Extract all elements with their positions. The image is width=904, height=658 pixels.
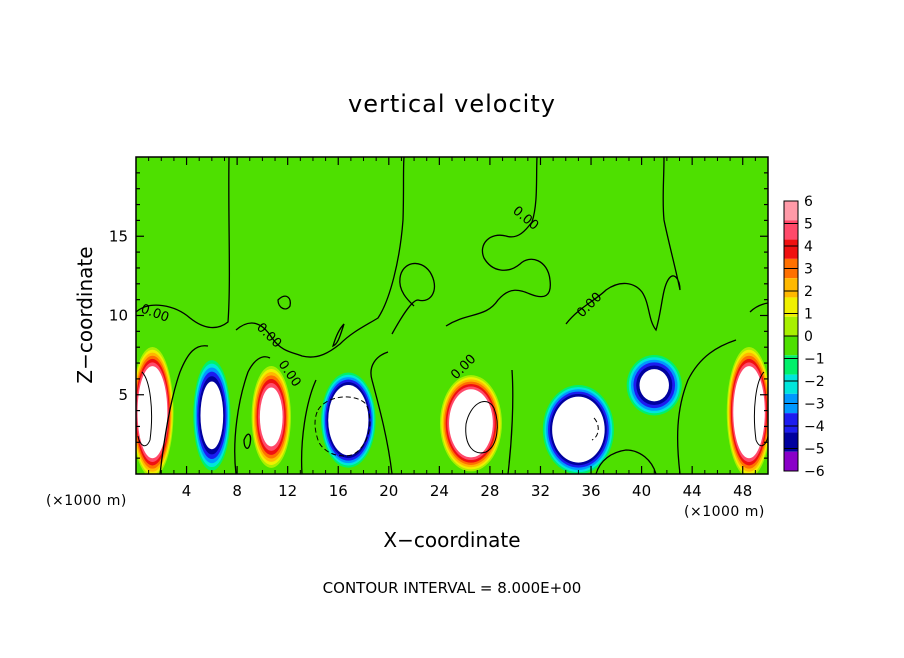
zero-contour-line [331, 323, 345, 348]
colorbar-swatch [784, 355, 798, 375]
zero-contour-line [370, 351, 393, 474]
y-tick-label: 15 [109, 227, 128, 245]
zero-contour-line [159, 345, 209, 474]
velocity-level [570, 420, 586, 440]
velocity-level [646, 377, 662, 394]
zero-contour-line [234, 356, 271, 474]
x-axis-label: X−coordinate [383, 528, 520, 552]
x-tick-label: 16 [329, 482, 348, 500]
zero-contour-line [565, 157, 681, 332]
plot-area: 0.00 0.00 0.00 0.00 0.00 0.00 [136, 157, 768, 474]
colorbar-swatch [784, 278, 798, 298]
x-tick-label: 4 [182, 482, 192, 500]
zero-contour-line [136, 157, 231, 329]
contour-interval-footer: CONTOUR INTERVAL = 8.000E+00 [323, 579, 582, 597]
x-tick-label: 20 [379, 482, 398, 500]
colorbar-label: 4 [804, 239, 813, 255]
zero-contour-lines [136, 157, 768, 474]
colorbar: 6 5 4 3 2 1 0 −1 −2 −3 −4 −5 −6 [783, 194, 825, 480]
colorbar-label: −5 [804, 442, 825, 458]
downdraft-cell [319, 370, 377, 470]
colorbar-label: −6 [804, 464, 825, 480]
zero-contour-line [277, 295, 292, 310]
y-tick-label: 10 [109, 307, 128, 325]
colorbar-swatch [784, 297, 798, 317]
colorbar-label: 2 [804, 284, 813, 300]
zero-contour-line [235, 157, 405, 358]
x-unit-label-right: (×1000 m) [684, 504, 765, 520]
y-axis-label: Z−coordinate [73, 246, 97, 383]
colorbar-label: 3 [804, 262, 813, 278]
x-tick-label: 36 [581, 482, 600, 500]
velocity-level [266, 404, 276, 429]
colorbar-label: −3 [804, 397, 825, 413]
colorbar-swatch [784, 374, 798, 394]
colorbar-swatch [784, 451, 798, 471]
x-axis-ticks: 4 8 12 16 20 24 28 32 36 40 44 48 [148, 157, 756, 500]
x-tick-label: 48 [733, 482, 752, 500]
zero-contour-line [676, 339, 737, 474]
zero-contour-line [595, 449, 657, 474]
x-tick-label: 44 [683, 482, 702, 500]
zero-contour-line [300, 379, 317, 474]
zero-contour-line [243, 433, 252, 450]
colorbar-swatch [784, 316, 798, 336]
colorbar-swatch [784, 201, 798, 221]
x-tick-label: 40 [632, 482, 651, 500]
downdraft-cell [624, 352, 684, 418]
contour-line-positive [137, 371, 153, 447]
colorbar-label: −4 [804, 419, 825, 435]
updraft-cell [251, 366, 291, 468]
downdraft-cell [192, 356, 232, 474]
x-unit-label-left: (×1000 m) [46, 493, 127, 509]
zero-contour-line [749, 302, 768, 313]
colorbar-label: 1 [804, 307, 813, 323]
velocity-level [148, 398, 157, 426]
zero-contour-line [445, 157, 551, 327]
updraft-cell [439, 375, 502, 472]
contour-line-positive [465, 401, 498, 454]
velocity-level [207, 401, 217, 430]
downdraft-cell [541, 383, 616, 474]
colorbar-label: −1 [804, 352, 825, 368]
velocity-field [136, 346, 768, 474]
contour-line-negative [591, 417, 599, 441]
y-axis-ticks: 5 10 15 [109, 172, 768, 459]
x-tick-label: 32 [531, 482, 550, 500]
zero-contour-line [391, 262, 435, 335]
x-tick-label: 28 [480, 482, 499, 500]
colorbar-swatch [784, 336, 798, 356]
colorbar-swatch [784, 239, 798, 259]
colorbar-swatch [784, 432, 798, 452]
zero-contour-line [507, 369, 514, 474]
y-tick-label: 5 [118, 386, 128, 404]
colorbar-swatch [784, 220, 798, 240]
colorbar-label: −2 [804, 374, 825, 390]
x-tick-label: 12 [278, 482, 297, 500]
chart-title: vertical velocity [348, 90, 556, 118]
velocity-level [744, 398, 754, 426]
colorbar-label: 5 [804, 217, 813, 233]
colorbar-label: 6 [804, 194, 813, 210]
contour-line-negative [314, 396, 371, 457]
velocity-level [342, 409, 355, 431]
colorbar-swatch [784, 413, 798, 433]
x-tick-label: 8 [232, 482, 242, 500]
colorbar-label: 0 [804, 329, 813, 345]
contour-line-positive [753, 371, 768, 447]
x-tick-label: 24 [430, 482, 449, 500]
